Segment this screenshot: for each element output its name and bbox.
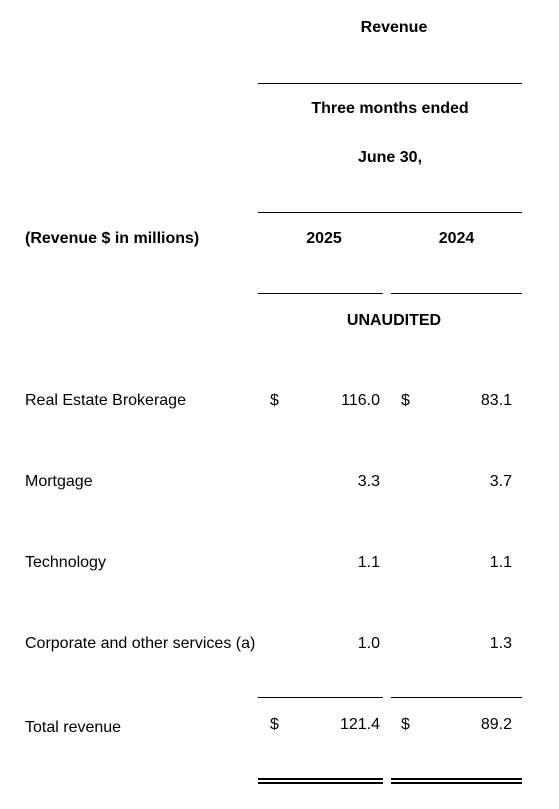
value-current: 116.0 [341, 392, 380, 409]
table-title: Revenue [360, 19, 428, 36]
value-prior: 83.1 [480, 392, 512, 409]
value-prior: 1.3 [489, 635, 512, 652]
currency-symbol: $ [270, 392, 279, 409]
period-line-1: Three months ended [311, 100, 469, 117]
total-double-rule-current [258, 778, 383, 784]
value-current: 3.3 [357, 473, 380, 490]
audit-status: UNAUDITED [346, 312, 442, 329]
label-column-header: (Revenue $ in millions) [25, 230, 200, 247]
row-label: Technology [25, 554, 106, 571]
year-current-header: 2025 [306, 230, 342, 247]
period-line-2: June 30, [357, 149, 423, 166]
header-rule [258, 83, 522, 84]
value-prior: 1.1 [489, 554, 512, 571]
value-prior: 3.7 [489, 473, 512, 490]
subtotal-rule-prior [391, 697, 522, 698]
total-label: Total revenue [25, 719, 122, 736]
value-current: 1.1 [357, 554, 380, 571]
total-double-rule-prior [391, 778, 522, 784]
total-value-current: 121.4 [339, 716, 380, 733]
row-label: Mortgage [25, 473, 93, 490]
year-current-rule [258, 293, 383, 294]
row-label: Real Estate Brokerage [25, 392, 186, 409]
currency-symbol: $ [401, 392, 410, 409]
currency-symbol: $ [401, 716, 410, 733]
year-prior-header: 2024 [438, 230, 475, 247]
value-current: 1.0 [357, 635, 380, 652]
subtotal-rule-current [258, 697, 383, 698]
period-rule [258, 212, 522, 213]
currency-symbol: $ [270, 716, 279, 733]
year-prior-rule [391, 293, 522, 294]
total-value-prior: 89.2 [480, 716, 512, 733]
row-label: Corporate and other services (a) [25, 635, 256, 652]
